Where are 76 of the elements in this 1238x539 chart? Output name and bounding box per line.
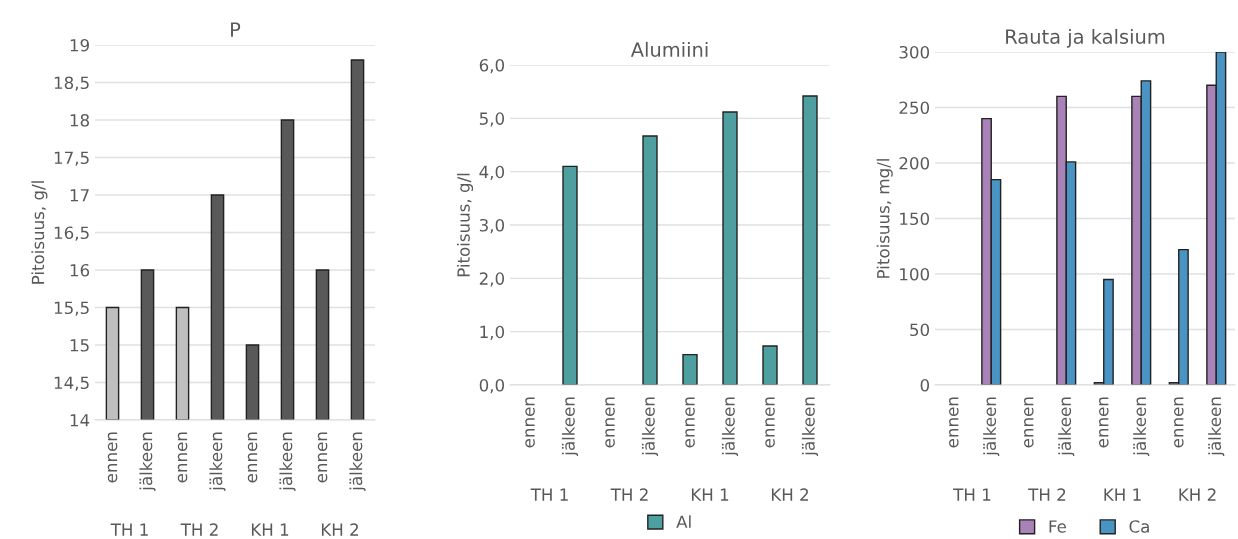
y-tick-label: 100 — [900, 267, 930, 281]
x-tick-label: ennen — [1024, 397, 1034, 448]
y-tick-label: 18 — [70, 113, 89, 127]
bar — [562, 165, 578, 385]
text: KH 2 — [1179, 488, 1216, 501]
x-tick-label: ennen — [765, 397, 775, 448]
x-tick-label: ennen — [605, 397, 615, 448]
y-tick-label: 3,0 — [479, 218, 505, 234]
text: KH 1 — [251, 523, 289, 536]
x-tick-label: ennen — [317, 432, 328, 483]
legend-label: Al — [676, 515, 691, 528]
text: TH 1 — [530, 488, 568, 501]
text: TH 2 — [180, 523, 218, 536]
x-tick-label: ennen — [949, 397, 959, 448]
y-tick-label: 200 — [899, 156, 930, 170]
x-tick-label: jälkeen — [139, 432, 156, 492]
y-tick-label: 2,0 — [479, 272, 505, 287]
x-tick-label: ennen — [1174, 397, 1184, 448]
legend-label: Fe — [1049, 520, 1066, 533]
y-axis-title: Pitoisuus, g/l — [456, 173, 474, 277]
y-tick-label: 1,0 — [480, 325, 505, 340]
bar — [682, 353, 698, 385]
y-tick-label: 50 — [910, 323, 930, 337]
x-tick-label: jälkeen — [349, 432, 366, 492]
text: TH 2 — [610, 488, 648, 501]
text: TH 1 — [953, 488, 991, 501]
y-tick-label: 16,5 — [54, 226, 89, 241]
x-tick-label: jälkeen — [209, 432, 226, 492]
y-tick-label: 5,0 — [479, 112, 505, 127]
x-tick-label: ennen — [685, 397, 695, 448]
bar — [722, 111, 738, 385]
text: KH 2 — [771, 488, 809, 501]
x-tick-label: ennen — [1099, 397, 1109, 448]
bar — [762, 345, 778, 385]
text: KH 1 — [691, 488, 729, 501]
chart-title: Rauta ja kalsium — [1006, 28, 1165, 48]
x-tick-label: ennen — [107, 432, 118, 483]
y-tick-label: 300 — [899, 45, 930, 59]
bar — [642, 135, 658, 385]
text: KH 1 — [1104, 488, 1141, 501]
x-tick-label: ennen — [177, 432, 188, 483]
y-tick-label: 17,5 — [54, 151, 89, 166]
y-axis-title: Pitoisuus, g/l — [31, 181, 48, 284]
x-tick-label: jälkeen — [561, 397, 579, 457]
bar — [802, 95, 818, 385]
y-tick-label: 0 — [920, 378, 930, 392]
y-tick-label: 15,5 — [54, 301, 89, 316]
x-tick-label: jälkeen — [801, 397, 819, 457]
y-tick-label: 6,0 — [479, 58, 505, 74]
y-tick-label: 14 — [70, 414, 90, 427]
y-tick-label: 14,5 — [54, 376, 89, 391]
text: KH 2 — [321, 523, 359, 536]
y-tick-label: 16 — [70, 263, 90, 277]
y-tick-label: 0,0 — [479, 378, 505, 394]
y-tick-label: 150 — [900, 212, 930, 226]
y-tick-label: 17 — [70, 189, 89, 202]
x-tick-label: jälkeen — [641, 397, 659, 457]
x-tick-label: jälkeen — [721, 397, 739, 457]
y-tick-label: 19 — [70, 38, 89, 52]
x-tick-label: jälkeen — [1208, 397, 1225, 457]
y-tick-label: 4,0 — [479, 165, 505, 180]
x-tick-label: jälkeen — [983, 397, 1000, 457]
y-axis-title: Pitoisuus, mg/l — [876, 159, 893, 278]
y-tick-label: 250 — [899, 101, 930, 115]
x-tick-label: ennen — [247, 432, 258, 483]
text: TH 1 — [110, 523, 148, 536]
y-tick-label: 15 — [70, 339, 89, 352]
x-tick-label: jälkeen — [1133, 397, 1150, 457]
chart-title: Alumiini — [630, 41, 708, 57]
x-tick-label: jälkeen — [1058, 397, 1075, 457]
x-tick-label: ennen — [525, 397, 535, 448]
text: TH 2 — [1028, 488, 1066, 501]
legend-label: Ca — [1129, 520, 1149, 533]
y-tick-label: 18,5 — [54, 76, 89, 91]
x-tick-label: jälkeen — [279, 432, 296, 492]
chart-title: P — [231, 22, 241, 37]
